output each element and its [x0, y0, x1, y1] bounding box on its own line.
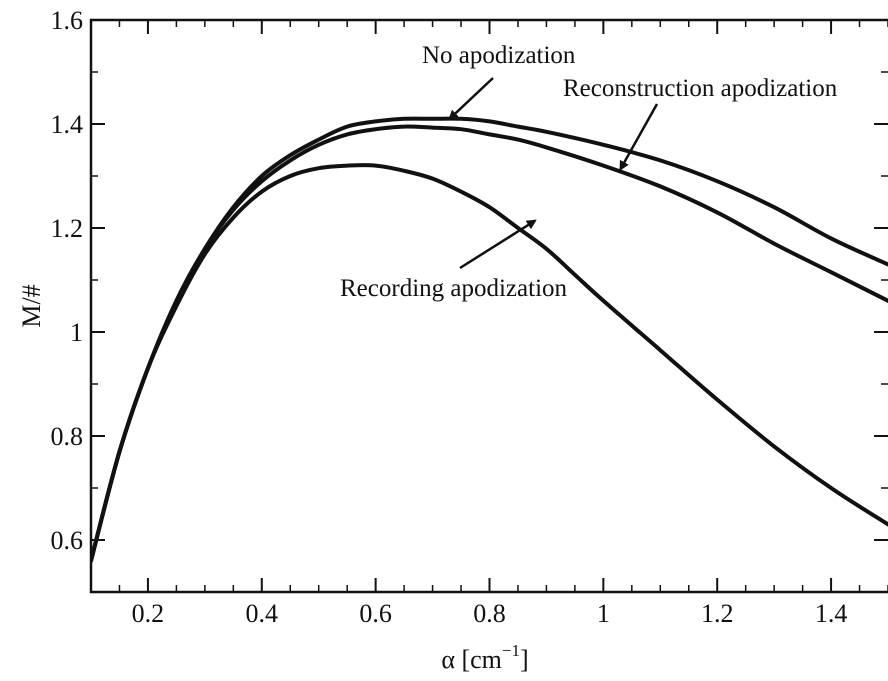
- annotation-no-apodization-label: No apodization: [422, 42, 576, 69]
- y-axis-label: M/#: [17, 284, 46, 327]
- x-axis-label-sup: −1: [502, 641, 520, 660]
- series-line-recording-apodization: [91, 163, 888, 563]
- annotation-recording-apodization-arrow: [459, 219, 537, 270]
- y-tick-label: 1.2: [51, 214, 84, 243]
- plot-frame: [89, 18, 888, 594]
- annotations: No apodization Reconstruction apodization…: [340, 42, 838, 302]
- annotation-reconstruction-apodization-arrow: [619, 103, 659, 171]
- x-axis-label-main: α [cm: [441, 645, 502, 674]
- annotation-no-apodization-arrow: [448, 77, 494, 121]
- ticks: [90, 19, 888, 593]
- y-tick-label: 0.6: [51, 526, 84, 555]
- x-tick-label: 0.8: [473, 599, 506, 628]
- tick-labels: 0.2 0.4 0.6 0.8 1 1.2 1.4 0.6 0.8 1 1.2 1.4 1.6: [51, 6, 848, 628]
- annotation-reconstruction-apodization-label: Reconstruction apodization: [563, 75, 838, 102]
- y-tick-label: 1: [70, 318, 83, 347]
- annotation-recording-apodization-label: Recording apodization: [340, 275, 568, 302]
- y-tick-label: 0.8: [51, 422, 84, 451]
- x-tick-label: 0.6: [359, 599, 392, 628]
- series-line-no-apodization: [91, 116, 888, 563]
- series-lines: [91, 116, 888, 563]
- x-tick-label: 1: [597, 599, 610, 628]
- x-axis-label: α [cm−1]: [441, 641, 528, 674]
- series-line-reconstruction-apodization: [91, 124, 888, 563]
- x-tick-label: 1.4: [815, 599, 848, 628]
- y-tick-label: 1.4: [51, 110, 84, 139]
- y-tick-label: 1.6: [51, 6, 84, 35]
- x-tick-label: 0.2: [132, 599, 165, 628]
- x-axis-label-close: ]: [520, 645, 529, 674]
- x-tick-label: 1.2: [701, 599, 734, 628]
- x-tick-label: 0.4: [246, 599, 279, 628]
